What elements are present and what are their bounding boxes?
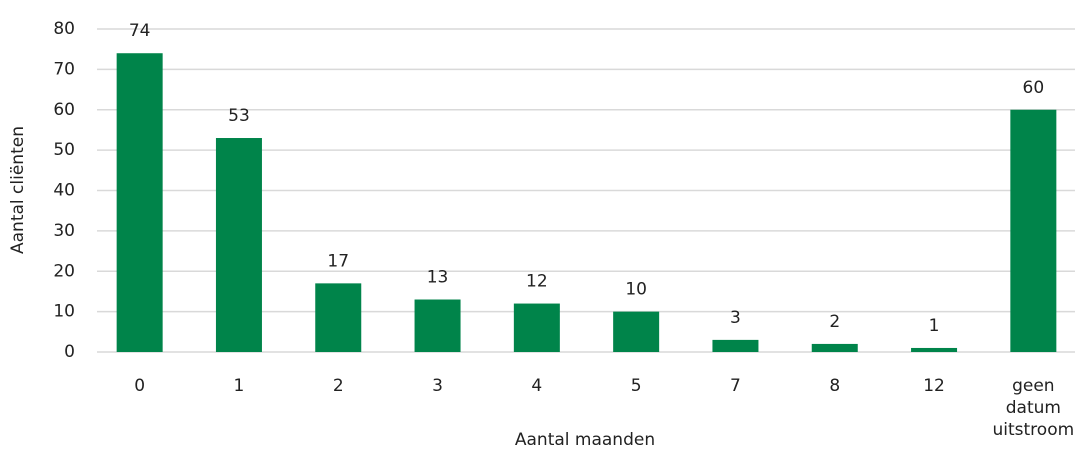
- x-tick-label: 7: [730, 376, 741, 396]
- x-tick-label: 0: [134, 376, 146, 396]
- data-label: 60: [1023, 78, 1045, 98]
- y-tick-label: 60: [53, 100, 75, 120]
- y-tick-label: 50: [53, 140, 75, 160]
- bar: [613, 311, 660, 352]
- y-tick-label: 20: [53, 261, 75, 281]
- x-axis-title: Aantal maanden: [515, 430, 655, 450]
- y-tick-label: 70: [53, 59, 75, 79]
- x-tick-label: 4: [531, 376, 543, 396]
- x-tick-label: 3: [432, 376, 443, 396]
- data-label: 12: [526, 272, 548, 292]
- x-tick-label: 2: [332, 376, 344, 396]
- y-axis-title: Aantal cliënten: [8, 126, 28, 254]
- bar: [116, 53, 163, 352]
- bar: [712, 339, 759, 352]
- x-tick-label: 1: [233, 376, 245, 396]
- data-label: 3: [730, 308, 741, 328]
- y-tick-label: 0: [64, 342, 75, 362]
- x-tick-label: geen datum uitstroom: [992, 376, 1075, 440]
- x-tick-label: 5: [630, 376, 642, 396]
- data-label: 1: [929, 316, 940, 336]
- x-tick-label: 12: [923, 376, 945, 396]
- bar: [513, 303, 560, 352]
- data-label: 2: [829, 312, 840, 332]
- y-tick-label: 40: [53, 181, 75, 201]
- x-tick-label: 8: [829, 376, 841, 396]
- bar: [1010, 109, 1057, 352]
- data-label: 53: [228, 106, 250, 126]
- data-label: 13: [427, 268, 449, 288]
- data-label: 17: [327, 251, 349, 271]
- bar: [215, 138, 262, 352]
- bar: [315, 283, 362, 352]
- bar: [414, 299, 461, 352]
- data-label: 74: [129, 21, 151, 41]
- y-tick-label: 30: [53, 221, 75, 241]
- bar: [911, 347, 958, 352]
- y-tick-label: 10: [53, 302, 75, 322]
- data-label: 10: [625, 280, 647, 300]
- bar: [811, 343, 858, 352]
- y-tick-label: 80: [53, 19, 75, 39]
